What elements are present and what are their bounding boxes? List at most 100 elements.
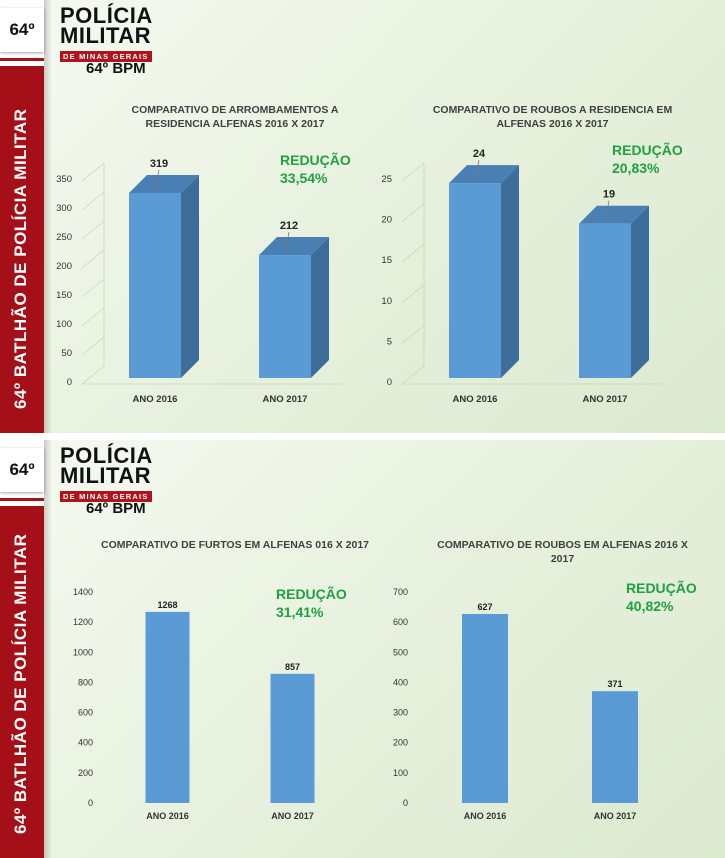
chart-3-reduction-value: 31,41% xyxy=(276,604,324,620)
x-tick-label: ANO 2016 xyxy=(146,811,189,821)
y-tick-label: 0 xyxy=(88,798,93,808)
y-tick-label: 700 xyxy=(393,587,408,597)
grid-line xyxy=(81,249,105,269)
bar-top xyxy=(579,205,649,224)
chart-1-reduction-value: 33,54% xyxy=(280,170,328,186)
bar xyxy=(579,223,631,378)
y-tick-label: 500 xyxy=(393,647,408,657)
bar-top xyxy=(129,174,199,193)
red-stripe-2 xyxy=(0,498,44,501)
chart-2-reduction-value: 20,83% xyxy=(612,160,660,176)
slide-top: 64º 64º BATLHÃO DE POLÍCIA MILITAR POLÍC… xyxy=(0,0,725,433)
chart-1-plot: 0 50 100 150 200 250 300 350 319 ANO 2016 212 ANO 2… xyxy=(56,158,342,405)
bar xyxy=(592,691,638,803)
pmmg-logo-2: POLÍCIA MILITAR DE MINAS GERAIS xyxy=(60,443,153,504)
chart-2-plot: 0 5 10 15 20 25 24 ANO 2016 19 ANO 2017 xyxy=(381,148,662,405)
sidebar-vertical-text-2: 64º BATLHÃO DE POLÍCIA MILITAR xyxy=(11,533,30,834)
grid-line xyxy=(81,278,105,298)
grid-line xyxy=(81,365,105,385)
grid-line xyxy=(401,325,425,344)
y-tick-label: 15 xyxy=(381,255,392,266)
x-tick-label: ANO 2017 xyxy=(594,811,637,821)
grid-line xyxy=(81,162,105,182)
slide-separator xyxy=(0,433,725,440)
logo-line-3: DE MINAS GERAIS xyxy=(60,491,152,502)
y-tick-label: 20 xyxy=(381,215,392,226)
y-tick-label: 250 xyxy=(56,232,72,243)
sidebar-shadow-2 xyxy=(44,440,52,858)
bar-value-label: 1268 xyxy=(157,600,177,610)
y-tick-label: 800 xyxy=(78,677,93,687)
bar-value-label: 19 xyxy=(603,189,615,201)
x-tick-label: ANO 2016 xyxy=(453,394,498,405)
chart-3-plot: 0 200 400 600 800 1000 1200 1400 1268 ANO 2016 857… xyxy=(73,587,315,821)
y-tick-label: 1200 xyxy=(73,617,93,627)
bar-value-label: 627 xyxy=(477,602,492,612)
y-tick-label: 100 xyxy=(393,768,408,778)
chart-1-title: COMPARATIVO DE ARROMBAMENTOS A RESIDENCI… xyxy=(131,104,339,130)
chart-2-reduction: REDUÇÃO 20,83% xyxy=(612,141,683,177)
sidebar-red-bar: 64º BATLHÃO DE POLÍCIA MILITAR xyxy=(0,66,44,433)
y-tick-label: 10 xyxy=(381,296,392,307)
y-tick-label: 150 xyxy=(56,290,72,301)
chart-4-reduction: REDUÇÃO 40,82% xyxy=(626,579,697,615)
grid-line xyxy=(401,365,425,385)
bar xyxy=(259,255,311,378)
y-tick-label: 50 xyxy=(61,348,72,359)
bar-value-label: 212 xyxy=(280,220,298,232)
y-tick-label: 100 xyxy=(56,319,72,330)
label-leader xyxy=(154,169,160,192)
y-tick-label: 400 xyxy=(78,738,93,748)
bar xyxy=(449,183,501,378)
bar-side xyxy=(311,237,329,378)
y-tick-label: 400 xyxy=(393,677,408,687)
x-tick-label: ANO 2016 xyxy=(464,811,507,821)
badge-text: 64º xyxy=(9,20,35,39)
bar-value-label: 319 xyxy=(150,158,168,170)
y-tick-label: 200 xyxy=(56,261,72,272)
y-tick-label: 200 xyxy=(78,768,93,778)
sidebar-vertical-text: 64º BATLHÃO DE POLÍCIA MILITAR xyxy=(11,108,30,409)
chart-2-title: COMPARATIVO DE ROUBOS A RESIDENCIA EM AL… xyxy=(432,104,673,130)
chart-4-reduction-value: 40,82% xyxy=(626,598,674,614)
bar-value-label: 857 xyxy=(285,662,300,672)
grid-line xyxy=(81,191,105,211)
chart-3-reduction: REDUÇÃO 31,41% xyxy=(276,585,347,621)
grid-line xyxy=(81,307,105,327)
logo-line-3: DE MINAS GERAIS xyxy=(60,51,152,62)
bar xyxy=(145,611,190,803)
pmmg-logo: POLÍCIA MILITAR DE MINAS GERAIS xyxy=(60,3,153,64)
y-tick-label: 350 xyxy=(56,174,72,185)
y-tick-label: 1400 xyxy=(73,587,93,597)
logo-line-2: MILITAR xyxy=(60,463,152,488)
chart-3-title: COMPARATIVO DE FURTOS EM ALFENAS 016 X 2… xyxy=(101,539,369,551)
grid-line xyxy=(401,162,425,182)
grid-line xyxy=(81,336,105,356)
x-tick-label: ANO 2017 xyxy=(583,394,628,405)
battalion-badge: 64º xyxy=(0,8,44,52)
y-tick-label: 25 xyxy=(381,174,392,185)
chart-3-reduction-label: REDUÇÃO xyxy=(276,586,347,602)
logo-line-1: POLÍCIA xyxy=(60,443,153,468)
label-leader xyxy=(604,200,610,222)
unit-label-2: 64º BPM xyxy=(86,500,146,517)
logo-line-1: POLÍCIA xyxy=(60,3,153,28)
bar-value-label: 24 xyxy=(473,148,486,160)
y-tick-label: 1000 xyxy=(73,647,93,657)
sidebar-2: 64º 64º BATLHÃO DE POLÍCIA MILITAR xyxy=(0,440,44,858)
badge-text-2: 64º xyxy=(9,460,35,479)
sidebar: 64º 64º BATLHÃO DE POLÍCIA MILITAR xyxy=(0,0,44,433)
logo-line-2: MILITAR xyxy=(60,23,152,48)
grid-line xyxy=(81,220,105,240)
label-leader xyxy=(284,231,290,254)
chart-1-reduction-label: REDUÇÃO xyxy=(280,152,351,168)
red-stripe xyxy=(0,58,44,61)
grid-line xyxy=(401,243,425,263)
unit-label: 64º BPM xyxy=(86,60,146,77)
y-tick-label: 300 xyxy=(393,708,408,718)
y-tick-label: 300 xyxy=(56,203,72,214)
bar-side xyxy=(181,174,199,378)
chart-2-reduction-label: REDUÇÃO xyxy=(612,142,683,158)
y-tick-label: 0 xyxy=(387,377,392,388)
y-tick-label: 200 xyxy=(393,738,408,748)
